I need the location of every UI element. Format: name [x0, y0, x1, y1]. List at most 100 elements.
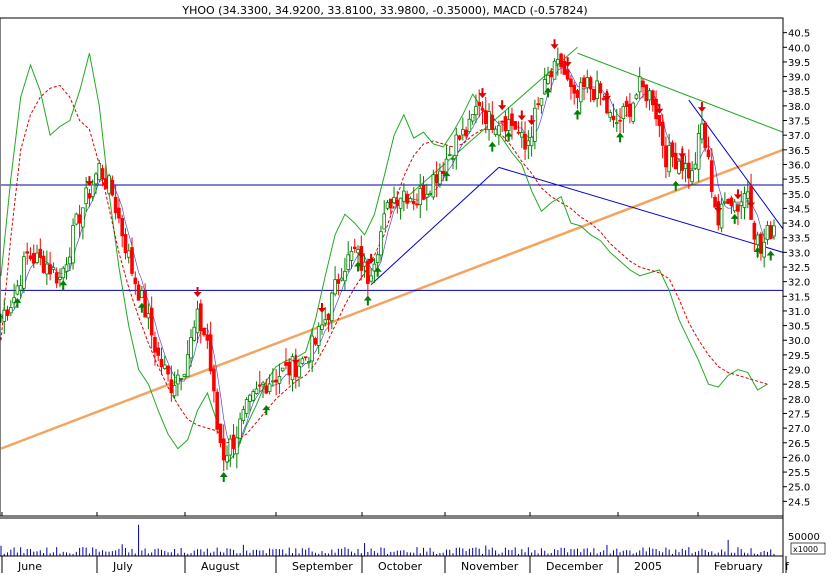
candle-body [621, 106, 626, 120]
candle-body [231, 434, 236, 449]
price-tick-label: 24.5 [788, 497, 810, 508]
candle-body [493, 128, 498, 135]
candle-body [28, 255, 33, 260]
candle-body [84, 187, 88, 205]
candle-body [199, 303, 203, 332]
up-arrow-signal [59, 280, 68, 291]
candle-body [595, 80, 599, 100]
down-arrow-signal [678, 148, 687, 159]
price-tick-label: 33.0 [788, 248, 810, 259]
price-tick-label: 25.5 [788, 468, 810, 479]
chart-title: YHOO (34.3300, 34.9200, 33.8100, 33.9800… [181, 4, 587, 17]
trendline-steep-blue-descent [688, 99, 784, 230]
candle-body [333, 279, 337, 295]
candle-body [624, 100, 629, 107]
candle-body [385, 202, 390, 209]
candle-body [244, 399, 249, 414]
candle-body [402, 190, 406, 202]
candle-body [562, 60, 567, 75]
candle-body [687, 162, 691, 179]
candle-body [107, 175, 111, 194]
candle-body [461, 129, 465, 136]
candle-body [238, 418, 242, 439]
up-arrow-signal [543, 87, 552, 98]
candle-body [74, 213, 79, 225]
candle-body [205, 334, 210, 341]
candle-body [110, 179, 115, 196]
price-tick-label: 36.5 [788, 146, 810, 157]
candle-body [254, 388, 259, 394]
candle-body [130, 247, 134, 274]
month-label: November [461, 560, 519, 573]
candle-body [120, 218, 124, 237]
candle-body [500, 120, 504, 123]
candle-body [762, 241, 766, 258]
candle-body [166, 365, 170, 375]
candle-body [202, 327, 206, 336]
candle-body [490, 114, 495, 130]
up-arrow-signal [219, 472, 228, 483]
candle-body [641, 80, 645, 88]
candle-body [683, 163, 688, 170]
candle-body [759, 233, 763, 254]
up-arrow-signal [766, 250, 775, 261]
candle-body [415, 203, 419, 206]
candle-body [38, 248, 43, 258]
candle-body [611, 115, 616, 121]
candle-body [736, 205, 740, 212]
candle-body [608, 112, 613, 118]
candle-body [346, 254, 350, 270]
candle-body [379, 231, 383, 256]
candle-body [559, 53, 563, 68]
candle-body [136, 284, 141, 301]
candle-body [588, 77, 593, 90]
candle-body [405, 193, 409, 204]
down-arrow-signal [367, 253, 376, 264]
candle-body [487, 111, 491, 130]
candle-body [732, 201, 737, 212]
candle-body [2, 309, 7, 322]
candle-body [700, 123, 704, 140]
candle-body [18, 285, 23, 291]
candle-body [51, 266, 56, 270]
price-tick-label: 38.0 [788, 102, 810, 113]
price-tick-label: 29.5 [788, 351, 810, 362]
up-arrow-signal [442, 171, 451, 182]
candle-body [546, 74, 550, 84]
down-arrow-signal [714, 203, 723, 214]
candle-body [434, 174, 439, 184]
candle-body [369, 275, 373, 282]
candle-body [690, 170, 694, 183]
price-tick-label: 26.0 [788, 453, 810, 464]
candle-body [644, 84, 649, 102]
candle-body [529, 136, 534, 147]
candle-body [516, 131, 521, 134]
candle-body [506, 119, 511, 131]
down-arrow-signal [602, 90, 611, 101]
down-arrow-signal [733, 189, 742, 200]
candle-body [565, 69, 570, 80]
down-arrow-signal [478, 88, 487, 99]
candle-body [326, 313, 331, 321]
candle-body [755, 234, 760, 246]
candle-body [664, 145, 668, 168]
price-tick-label: 31.0 [788, 307, 810, 318]
up-arrow-signal [730, 213, 739, 224]
candle-body [598, 83, 603, 94]
candle-body [104, 178, 108, 189]
candle-body [772, 225, 776, 237]
candle-body [90, 184, 95, 197]
candle-body [267, 383, 272, 392]
candle-body [451, 158, 455, 160]
candle-body [352, 246, 357, 249]
candle-body [503, 116, 508, 132]
candle-body [696, 133, 701, 170]
candle-body [513, 121, 518, 130]
candle-body [483, 110, 488, 125]
price-tick-label: 40.5 [788, 29, 810, 40]
candle-body [713, 196, 717, 208]
volume-tick-label: 50000 [788, 532, 820, 543]
candle-body [192, 326, 197, 341]
candle-body [536, 103, 540, 106]
